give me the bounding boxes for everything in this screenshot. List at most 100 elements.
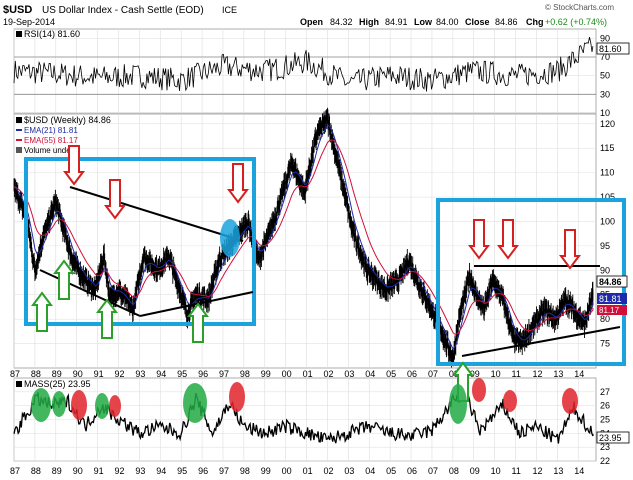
x-tick-label: 97 [219,466,229,476]
arrow-down-marker [497,219,519,260]
mass-series [13,390,594,444]
x-tick-label: 04 [365,369,375,379]
price-series [13,107,594,368]
open-value: 84.32 [330,17,353,27]
y-tick-label: 120 [600,119,615,129]
rsi-legend-swatch [16,31,22,37]
chg-label: Chg [526,17,544,27]
high-label: High [359,17,379,27]
x-tick-label: 14 [574,466,584,476]
low-label: Low [414,17,433,27]
x-tick-label: 06 [407,369,417,379]
mass-highlight-red [109,395,121,417]
x-tick-label: 09 [470,369,480,379]
mass-highlight-red [503,390,517,412]
mass-highlight-green [95,393,109,419]
rsi-last-value: 81.60 [599,44,622,54]
x-tick-label: 93 [135,466,145,476]
ema21-line [13,124,594,350]
rsi-legend-label: RSI(14) 81.60 [24,29,80,39]
x-tick-label: 95 [177,369,187,379]
x-tick-label: 09 [470,466,480,476]
x-tick-label: 14 [574,369,584,379]
x-tick-label: 00 [282,466,292,476]
y-tick-label: 75 [600,339,610,349]
mass-legend: MASS(25) 23.95 [16,379,91,389]
y-tick-label: 90 [600,33,610,43]
x-tick-label: 87 [10,369,20,379]
y-tick-label: 115 [600,143,614,153]
x-tick-label: 99 [261,369,271,379]
x-axis-price: 87 88 89 90 91 92 93 94 95 96 97 98 99 00 01 02 03 04 05 06… [10,369,584,379]
mass-highlight-green [183,383,207,423]
y-tick-label: 26 [600,401,610,411]
mass-axis: 272625242322 [600,387,610,466]
x-tick-label: 05 [386,369,396,379]
trendline-lower-left-b [139,291,254,317]
arrow-down-marker [227,163,249,204]
x-tick-label: 02 [323,466,333,476]
arrow-up-marker [96,298,118,339]
x-tick-label: 96 [198,466,208,476]
price-last-tag: 84.86 81.81 81.17 [596,275,628,315]
ohlc-readout: Open 84.32 High 84.91 Low 84.00 Close 84… [300,17,607,27]
low-value: 84.00 [436,17,459,27]
price-legend-swatch [16,117,22,123]
ema55-legend-label: EMA(55) 81.17 [24,136,78,145]
y-tick-label: 50 [600,71,610,81]
arrow-up-marker [187,302,209,343]
x-tick-label: 12 [532,369,542,379]
watermark: © StockCharts.com [545,3,614,12]
x-tick-label: 98 [240,466,250,476]
x-tick-label: 91 [94,369,104,379]
exchange-label: ICE [222,5,237,15]
x-tick-label: 03 [344,466,354,476]
mass-highlight-green [52,391,66,417]
y-tick-label: 70 [600,52,610,62]
x-tick-label: 02 [323,369,333,379]
x-tick-label: 04 [365,466,375,476]
security-name: US Dollar Index - Cash Settle (EOD) [42,5,204,16]
volume-legend-label: Volume undef [24,146,74,155]
price-legend-title: $USD (Weekly) 84.86 [24,115,111,125]
close-value: 84.86 [495,17,518,27]
arrow-down-marker [468,219,490,260]
rsi-legend: RSI(14) 81.60 [16,29,80,39]
x-tick-label: 93 [135,369,145,379]
mass-highlight-green [31,388,51,422]
y-tick-label: 80 [600,314,610,324]
rsi-last-tag: 81.60 [596,42,630,55]
x-tick-label: 94 [156,466,166,476]
ema55-last-value: 81.17 [599,306,620,315]
close-label: Close [465,17,490,27]
y-tick-label: 25 [600,415,610,425]
x-tick-label: 07 [428,369,438,379]
x-tick-label: 95 [177,466,187,476]
price-last-value: 84.86 [599,277,622,287]
y-tick-label: 23 [600,442,610,452]
x-tick-label: 06 [407,466,417,476]
arrow-down-marker [63,145,85,186]
x-tick-label: 90 [73,466,83,476]
high-value: 84.91 [385,17,408,27]
x-tick-label: 92 [114,466,124,476]
x-tick-label: 92 [114,369,124,379]
mass-last-value: 23.95 [599,433,622,443]
price-legend: $USD (Weekly) 84.86 EMA(21) 81.81 EMA(55… [16,115,111,155]
chg-value: +0.62 (+0.74%) [545,17,607,27]
x-tick-label: 98 [240,369,250,379]
x-tick-label: 10 [491,466,501,476]
x-tick-label: 88 [31,369,41,379]
mass-highlight-red [472,378,486,402]
breakout-highlight [220,219,240,257]
ema21-last-value: 81.81 [599,294,622,304]
arrow-up-marker [31,291,53,332]
y-tick-label: 22 [600,456,610,466]
rsi-panel-frame [13,28,597,114]
y-tick-label: 30 [600,89,610,99]
trendline-lower-left-a [39,269,141,317]
y-tick-label: 110 [600,168,614,178]
x-tick-label: 08 [449,466,459,476]
x-tick-label: 03 [344,369,354,379]
